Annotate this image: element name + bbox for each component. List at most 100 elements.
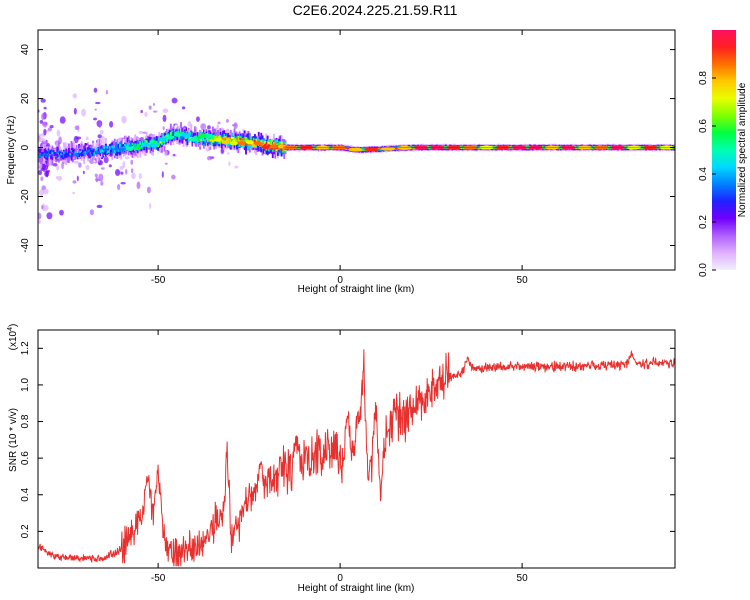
- heatmap-speckle: [207, 125, 211, 130]
- heatmap-cell: [541, 147, 544, 149]
- heatmap-cell: [103, 145, 106, 150]
- spectrogram-y-tick-label: 40: [20, 44, 31, 56]
- heatmap-cell: [107, 146, 110, 151]
- heatmap-peak: [397, 145, 412, 150]
- heatmap-speckle: [85, 136, 89, 141]
- heatmap-speckle: [52, 162, 58, 167]
- heatmap-speckle: [171, 97, 178, 104]
- heatmap-cell: [196, 137, 199, 140]
- heatmap-peak: [245, 140, 254, 145]
- heatmap-speckle: [226, 152, 230, 155]
- heatmap-cell: [113, 147, 116, 151]
- heatmap-cell: [190, 134, 193, 139]
- heatmap-cell: [152, 139, 154, 142]
- heatmap-speckle: [121, 115, 127, 124]
- heatmap-cell: [46, 153, 49, 161]
- heatmap-cell: [56, 153, 59, 158]
- heatmap-cell: [59, 152, 61, 155]
- heatmap-speckle: [43, 106, 47, 110]
- heatmap-speckle: [94, 101, 101, 105]
- heatmap-peak: [173, 132, 182, 137]
- heatmap-speckle: [98, 173, 104, 182]
- spectrogram-frame: [37, 29, 676, 271]
- heatmap-cell: [592, 147, 595, 149]
- heatmap-cell: [219, 139, 222, 144]
- heatmap-cell: [104, 143, 107, 151]
- spectrogram-x-tick-label: -50: [151, 275, 166, 286]
- heatmap-cell: [85, 145, 88, 156]
- heatmap-speckle: [46, 130, 50, 133]
- heatmap-speckle: [59, 209, 64, 216]
- heatmap-cell: [227, 137, 230, 142]
- heatmap-cell: [228, 138, 231, 141]
- snr-y-axis-label: SNR (10 * v/v): [8, 408, 19, 472]
- heatmap-cell: [144, 139, 147, 144]
- heatmap-cell: [121, 144, 124, 149]
- heatmap-cell: [478, 147, 481, 149]
- heatmap-cell: [125, 143, 128, 148]
- heatmap-cell: [125, 145, 128, 148]
- heatmap-cell: [166, 134, 168, 137]
- heatmap-cell: [157, 143, 160, 146]
- heatmap-cell: [261, 139, 264, 147]
- heatmap-speckle: [38, 169, 43, 176]
- heatmap-cell: [69, 153, 72, 158]
- heatmap-cell: [312, 146, 315, 148]
- heatmap-cell: [346, 148, 349, 149]
- heatmap-cell: [39, 149, 42, 156]
- heatmap-cell: [158, 138, 161, 143]
- heatmap-speckle: [101, 141, 106, 146]
- heatmap-peak: [237, 141, 246, 146]
- heatmap-cell: [260, 144, 263, 147]
- heatmap-cell: [345, 148, 348, 149]
- heatmap-peak: [125, 146, 134, 151]
- heatmap-cell: [38, 155, 40, 158]
- heatmap-cell: [153, 140, 156, 145]
- heatmap-speckle: [122, 161, 126, 169]
- heatmap-cell: [110, 149, 112, 152]
- heatmap-speckle: [41, 141, 48, 145]
- heatmap-cell: [124, 144, 126, 149]
- heatmap-cell: [50, 150, 53, 155]
- heatmap-cell: [116, 149, 119, 152]
- heatmap-cell: [136, 139, 139, 147]
- heatmap-cell: [158, 143, 161, 146]
- heatmap-cell: [511, 146, 514, 148]
- heatmap-cell: [112, 146, 115, 149]
- heatmap-cell: [189, 133, 191, 141]
- heatmap-cell: [74, 151, 77, 154]
- heatmap-cell: [187, 135, 190, 139]
- heatmap-cell: [92, 151, 95, 156]
- heatmap-cell: [132, 145, 135, 148]
- heatmap-cell: [111, 147, 114, 155]
- heatmap-cell: [60, 153, 63, 156]
- heatmap-cell: [264, 141, 267, 146]
- heatmap-speckle: [205, 147, 209, 152]
- heatmap-speckle: [42, 169, 46, 172]
- heatmap-cell: [592, 146, 595, 148]
- heatmap-peak: [141, 142, 150, 147]
- snr-x-axis-label: Height of straight line (km): [298, 583, 415, 594]
- heatmap-cell: [181, 134, 184, 139]
- heatmap-cell: [154, 141, 157, 144]
- heatmap-cell: [60, 153, 63, 158]
- heatmap-cell: [144, 141, 147, 152]
- heatmap-speckle: [105, 89, 108, 95]
- heatmap-cell: [67, 153, 70, 156]
- heatmap-speckle: [161, 171, 164, 178]
- heatmap-cell: [199, 137, 202, 142]
- heatmap-speckle: [76, 175, 79, 182]
- heatmap-cell: [576, 146, 579, 148]
- heatmap-cell: [87, 150, 89, 153]
- snr-y-tick-label: 0.6: [20, 451, 31, 465]
- heatmap-cell: [99, 150, 102, 153]
- heatmap-cell: [241, 138, 244, 141]
- heatmap-cell: [251, 144, 254, 147]
- heatmap-cell: [38, 154, 41, 157]
- heatmap-speckle: [96, 204, 103, 209]
- heatmap-cell: [218, 135, 221, 138]
- heatmap-speckle: [72, 191, 75, 195]
- snr-x-ticks: -50 0 50: [151, 330, 528, 584]
- heatmap-cell: [363, 149, 366, 151]
- snr-x-tick-label: 0: [337, 573, 343, 584]
